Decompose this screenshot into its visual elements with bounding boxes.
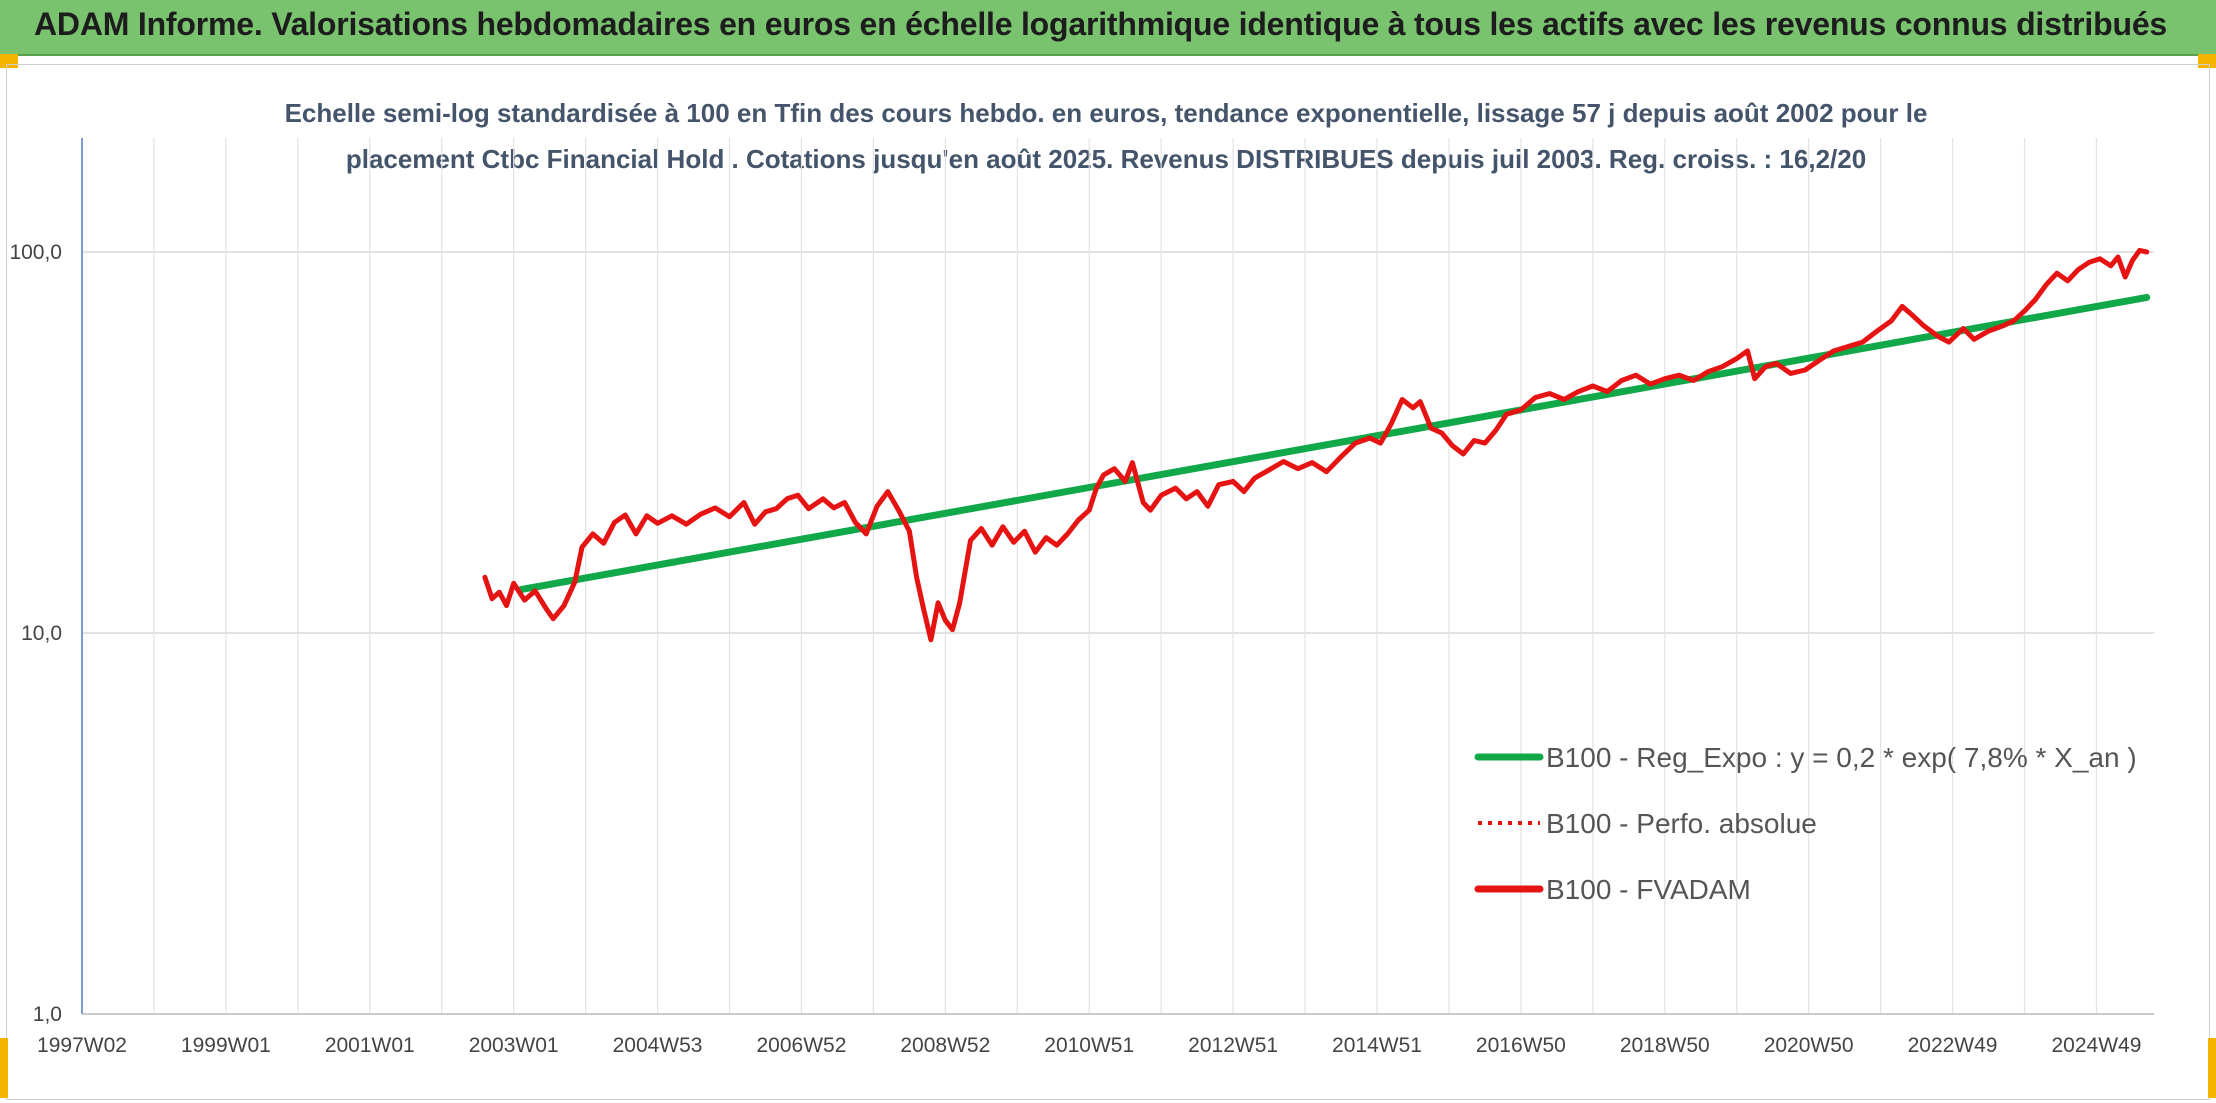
grid xyxy=(81,138,2154,1015)
side-accent-left xyxy=(0,1038,8,1098)
legend-label: B100 - Reg_Expo : y = 0,2 * exp( 7,8% * … xyxy=(1546,742,2137,773)
x-tick-label: 2016W50 xyxy=(1476,1034,1566,1057)
trend-line xyxy=(517,293,2151,594)
chart-subtitle-line-1: Echelle semi-log standardisée à 100 en T… xyxy=(285,98,1928,128)
x-tick-label: 2008W52 xyxy=(900,1034,990,1057)
chart-subtitle-line-2: placement Ctbc Financial Hold . Cotation… xyxy=(346,144,1866,174)
x-tick-label: 2012W51 xyxy=(1188,1034,1278,1057)
x-tick-label: 2001W01 xyxy=(325,1034,415,1057)
x-tick-label: 2010W51 xyxy=(1044,1034,1134,1057)
y-tick-label: 1,0 xyxy=(33,1003,62,1026)
side-accent-right xyxy=(2208,1038,2216,1098)
title-bar: ADAM Informe. Valorisations hebdomadaire… xyxy=(0,0,2216,68)
x-tick-label: 1997W02 xyxy=(37,1034,127,1057)
legend-item-reg-expo: B100 - Reg_Expo : y = 0,2 * exp( 7,8% * … xyxy=(1474,742,2137,773)
x-tick-label: 1999W01 xyxy=(181,1034,271,1057)
x-tick-label: 2018W50 xyxy=(1620,1034,1710,1057)
x-tick-label: 2014W51 xyxy=(1332,1034,1422,1057)
legend-item-fvadam: B100 - FVADAM xyxy=(1474,874,1751,905)
fvadam-line xyxy=(482,247,2150,643)
x-tick-label: 2006W52 xyxy=(756,1034,846,1057)
y-tick-label: 10,0 xyxy=(21,622,62,645)
x-tick-label: 2022W49 xyxy=(1908,1034,1998,1057)
x-tick-label: 2004W53 xyxy=(613,1034,703,1057)
x-tick-label: 2020W50 xyxy=(1764,1034,1854,1057)
legend-label: B100 - Perfo. absolue xyxy=(1546,808,1817,839)
page-title: ADAM Informe. Valorisations hebdomadaire… xyxy=(34,6,2168,42)
series xyxy=(482,247,2151,643)
x-tick-label: 2024W49 xyxy=(2051,1034,2141,1057)
chart-subtitle: Echelle semi-log standardisée à 100 en T… xyxy=(285,98,1928,174)
chart-frame xyxy=(6,64,2210,1100)
axes: 1,0 10,0 100,0 1997W02 1999W01 2001W01 2003W01… xyxy=(9,138,2154,1057)
legend-item-perfo-absolue: B100 - Perfo. absolue xyxy=(1478,808,1817,839)
y-tick-label: 100,0 xyxy=(9,241,62,264)
legend-label: B100 - FVADAM xyxy=(1546,874,1751,905)
legend: B100 - Reg_Expo : y = 0,2 * exp( 7,8% * … xyxy=(1474,742,2137,905)
x-tick-label: 2003W01 xyxy=(469,1034,559,1057)
